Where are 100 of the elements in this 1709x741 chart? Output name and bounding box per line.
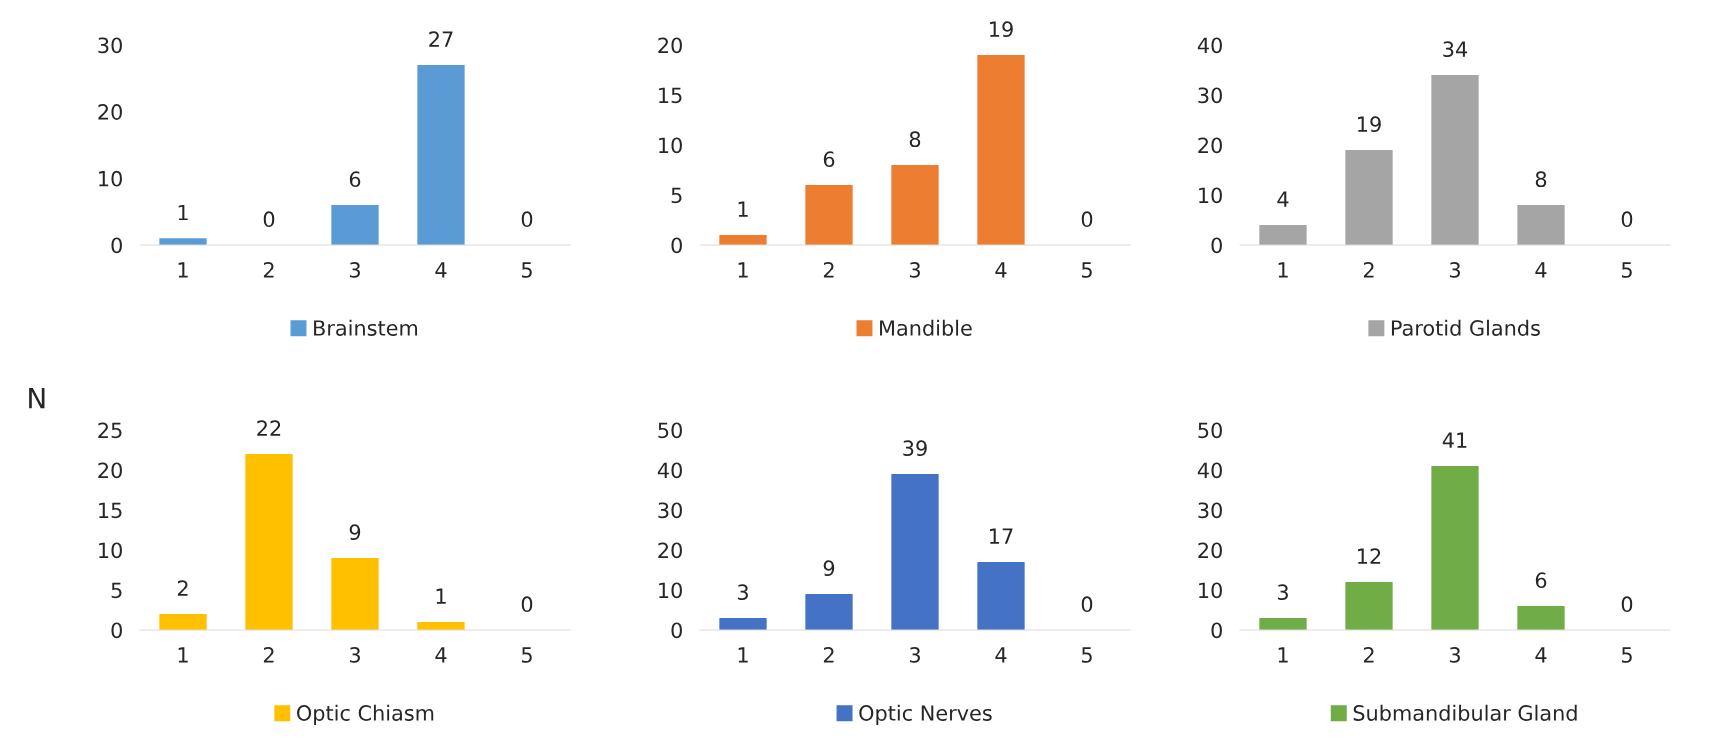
- y-tick-label: 40: [1197, 37, 1222, 54]
- data-label: 4: [1277, 191, 1289, 207]
- y-tick-label: 30: [98, 37, 122, 54]
- data-label: 1: [436, 588, 446, 604]
- x-tick-label: 3: [909, 262, 920, 278]
- data-label: 3: [1277, 584, 1288, 601]
- y-tick-label: 20: [1198, 542, 1222, 559]
- bar: [1259, 618, 1307, 630]
- x-tick-label: 5: [1081, 647, 1092, 663]
- y-tick-label: 20: [98, 104, 122, 120]
- y-tick-label: 10: [99, 170, 122, 187]
- data-label: 0: [521, 596, 533, 613]
- bar: [159, 614, 207, 630]
- y-tick-label: 5: [111, 582, 122, 599]
- data-label: 0: [263, 211, 275, 228]
- data-label: 9: [823, 560, 835, 577]
- bar: [417, 65, 465, 245]
- bar: [891, 165, 939, 245]
- y-tick-label: 0: [671, 237, 682, 254]
- data-label: 6: [1535, 572, 1547, 589]
- data-label: 8: [909, 131, 921, 148]
- x-tick-label: 1: [738, 647, 748, 663]
- bar: [245, 454, 293, 630]
- bar: [1259, 225, 1307, 245]
- y-tick-label: 30: [1198, 87, 1222, 104]
- y-tick-label: 25: [98, 422, 122, 439]
- x-tick-label: 2: [823, 262, 834, 278]
- bar: [1345, 582, 1393, 630]
- y-axis-title: N: [29, 387, 45, 409]
- x-tick-label: 3: [1449, 262, 1460, 278]
- data-label: 27: [429, 31, 453, 47]
- data-label: 1: [178, 204, 188, 221]
- x-tick-label: 5: [1621, 262, 1632, 278]
- bar: [331, 558, 379, 630]
- legend-label: Submandibular Gland: [1353, 704, 1577, 721]
- data-label: 0: [1621, 211, 1633, 228]
- x-tick-label: 3: [1449, 647, 1460, 663]
- y-tick-label: 10: [659, 137, 682, 154]
- legend-label: Optic Chiasm: [297, 704, 434, 725]
- bar: [719, 235, 767, 245]
- x-tick-label: 1: [178, 262, 188, 278]
- data-label: 0: [521, 211, 533, 228]
- x-tick-label: 3: [349, 262, 360, 278]
- y-tick-label: 0: [111, 622, 122, 639]
- bar: [891, 474, 939, 630]
- data-label: 1: [738, 201, 748, 217]
- x-tick-label: 5: [1081, 262, 1092, 278]
- data-label: 0: [1081, 596, 1093, 613]
- y-tick-label: 15: [659, 87, 682, 104]
- x-tick-label: 4: [1535, 647, 1547, 663]
- x-tick-label: 4: [435, 647, 447, 663]
- x-tick-label: 2: [263, 262, 274, 278]
- data-label: 0: [1621, 596, 1633, 613]
- x-tick-label: 4: [435, 262, 447, 278]
- bar: [331, 205, 379, 245]
- x-tick-label: 2: [823, 647, 834, 663]
- x-tick-label: 5: [1621, 647, 1632, 663]
- y-tick-label: 10: [99, 542, 122, 559]
- y-tick-label: 10: [659, 582, 682, 599]
- bar: [719, 618, 767, 630]
- x-tick-label: 3: [349, 647, 360, 663]
- bar: [977, 55, 1025, 245]
- x-tick-label: 2: [263, 647, 274, 663]
- y-tick-label: 50: [658, 422, 682, 439]
- y-tick-label: 30: [658, 502, 682, 519]
- x-tick-label: 2: [1363, 262, 1374, 278]
- bar: [1345, 150, 1393, 245]
- data-label: 9: [349, 524, 361, 541]
- x-tick-label: 1: [1278, 262, 1288, 278]
- x-tick-label: 1: [738, 262, 748, 278]
- bar: [1431, 75, 1479, 245]
- x-tick-label: 1: [178, 647, 188, 663]
- data-label: 41: [1442, 432, 1467, 448]
- data-label: 12: [1358, 548, 1381, 564]
- bar: [1517, 205, 1565, 245]
- data-label: 2: [177, 580, 188, 596]
- y-tick-label: 0: [111, 237, 122, 254]
- y-tick-label: 50: [1198, 422, 1222, 439]
- bar: [159, 238, 207, 245]
- x-tick-label: 5: [521, 647, 532, 663]
- bar: [805, 185, 853, 245]
- legend-label: Optic Nerves: [859, 704, 992, 725]
- y-tick-label: 10: [1199, 582, 1222, 599]
- y-tick-label: 0: [1211, 622, 1222, 639]
- legend-label: Brainstem: [314, 319, 418, 336]
- data-label: 19: [990, 21, 1013, 38]
- data-label: 8: [1535, 171, 1547, 188]
- data-label: 6: [349, 171, 361, 188]
- bar: [805, 594, 853, 630]
- y-tick-label: 10: [1199, 187, 1222, 204]
- data-label: 22: [257, 420, 281, 436]
- x-tick-label: 2: [1363, 647, 1374, 663]
- y-tick-label: 20: [98, 462, 122, 479]
- x-tick-label: 3: [909, 647, 920, 663]
- y-tick-label: 30: [1198, 502, 1222, 519]
- x-tick-label: 4: [995, 647, 1007, 663]
- y-tick-label: 5: [671, 187, 682, 204]
- x-tick-label: 5: [521, 262, 532, 278]
- bar: [1517, 606, 1565, 630]
- y-tick-label: 20: [658, 37, 682, 54]
